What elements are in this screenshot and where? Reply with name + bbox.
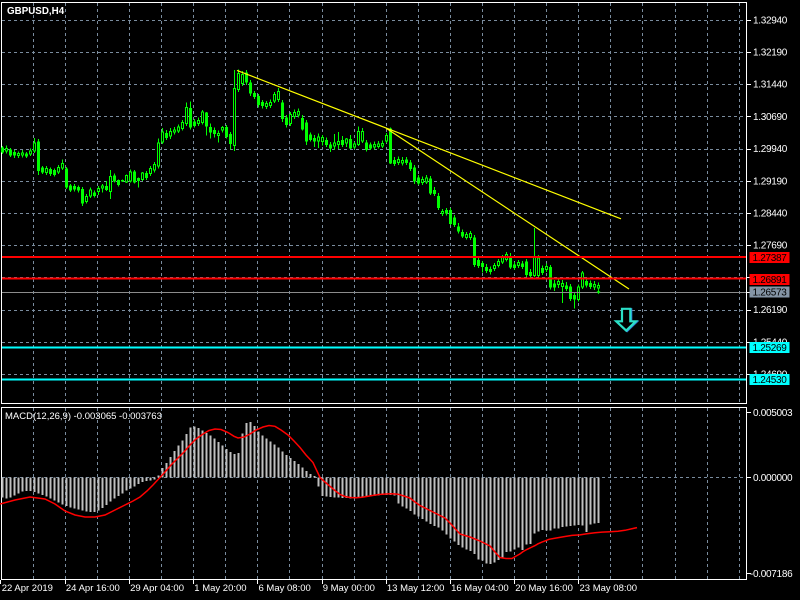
svg-text:1.24530: 1.24530 [752, 375, 787, 386]
svg-text:24 Apr 16:00: 24 Apr 16:00 [66, 583, 120, 594]
svg-text:1.28440: 1.28440 [753, 209, 788, 220]
svg-text:9 May 00:00: 9 May 00:00 [323, 583, 375, 594]
svg-text:1.32940: 1.32940 [753, 15, 788, 26]
svg-text:1.29940: 1.29940 [753, 144, 788, 155]
svg-text:1.30690: 1.30690 [753, 112, 788, 123]
svg-text:-0.007186: -0.007186 [750, 569, 793, 580]
svg-text:20 May 16:00: 20 May 16:00 [515, 583, 573, 594]
svg-text:16 May 04:00: 16 May 04:00 [451, 583, 509, 594]
svg-text:1.32190: 1.32190 [753, 48, 788, 59]
svg-text:1.31440: 1.31440 [753, 80, 788, 91]
svg-text:1.25269: 1.25269 [752, 343, 787, 354]
svg-text:GBPUSD,H4: GBPUSD,H4 [7, 6, 65, 17]
svg-text:29 Apr 04:00: 29 Apr 04:00 [130, 583, 184, 594]
svg-text:1 May 20:00: 1 May 20:00 [194, 583, 246, 594]
svg-text:1.27690: 1.27690 [753, 241, 788, 252]
svg-text:1.27387: 1.27387 [752, 253, 787, 264]
svg-text:1.26573: 1.26573 [752, 287, 787, 298]
svg-text:1.26891: 1.26891 [752, 275, 787, 286]
svg-text:1.29190: 1.29190 [753, 176, 788, 187]
svg-text:13 May 12:00: 13 May 12:00 [387, 583, 445, 594]
svg-text:23 May 08:00: 23 May 08:00 [580, 583, 638, 594]
svg-text:6 May 08:00: 6 May 08:00 [259, 583, 311, 594]
svg-text:0.005003: 0.005003 [753, 408, 793, 419]
svg-text:MACD(12,26,9) -0.003065 -0.003: MACD(12,26,9) -0.003065 -0.003763 [5, 411, 162, 422]
svg-text:1.26190: 1.26190 [753, 305, 788, 316]
svg-text:0.000000: 0.000000 [753, 473, 793, 484]
svg-text:22 Apr 2019: 22 Apr 2019 [2, 583, 53, 594]
